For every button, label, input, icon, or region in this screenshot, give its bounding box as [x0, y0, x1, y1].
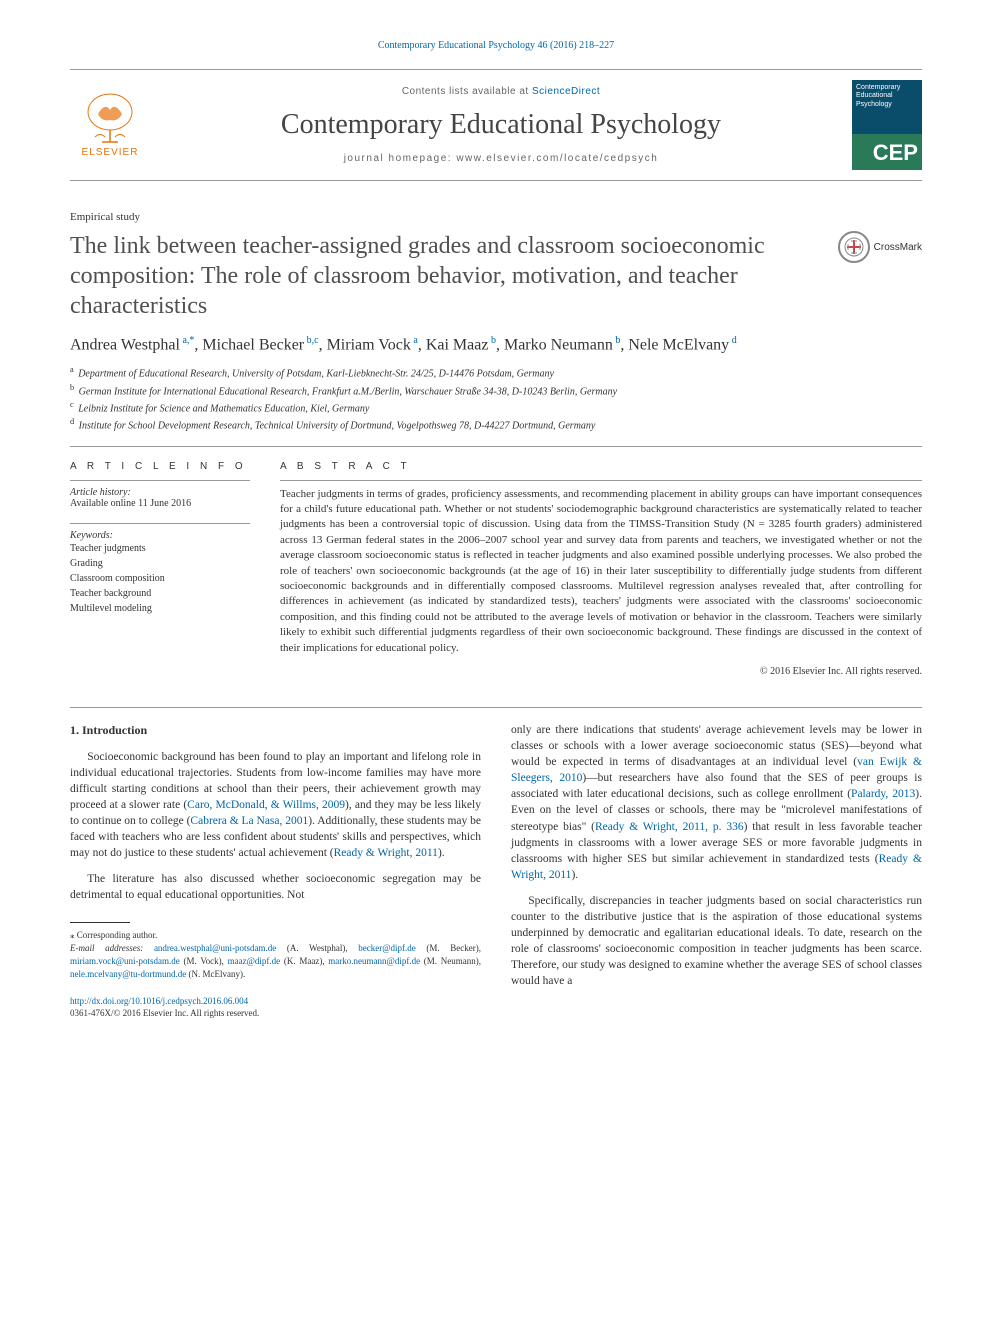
- doi-footer: http://dx.doi.org/10.1016/j.cedpsych.201…: [70, 995, 481, 1020]
- footnotes: ⁎ Corresponding author. E-mail addresses…: [70, 929, 481, 981]
- citation-link[interactable]: Ready & Wright, 2011, p. 336: [595, 821, 744, 833]
- keyword: Teacher background: [70, 586, 250, 601]
- journal-name: Contemporary Educational Psychology: [170, 109, 832, 141]
- citation-link[interactable]: Ready & Wright, 2011: [334, 847, 438, 859]
- paragraph: only are there indications that students…: [511, 722, 922, 883]
- abstract-text: Teacher judgments in terms of grades, pr…: [280, 480, 922, 656]
- email-link[interactable]: nele.mcelvany@tu-dortmund.de: [70, 969, 186, 979]
- journal-homepage: journal homepage: www.elsevier.com/locat…: [170, 153, 832, 164]
- abstract-copyright: © 2016 Elsevier Inc. All rights reserved…: [280, 666, 922, 677]
- elsevier-logo: ELSEVIER: [70, 85, 150, 165]
- citation-link[interactable]: Caro, McDonald, & Willms, 2009: [187, 799, 345, 811]
- paragraph: The literature has also discussed whethe…: [70, 871, 481, 903]
- article-info-heading: A R T I C L E I N F O: [70, 461, 250, 472]
- divider: [70, 446, 922, 447]
- affiliation: c Leibniz Institute for Science and Math…: [70, 399, 922, 416]
- footnote-separator: [70, 922, 130, 923]
- affiliation: d Institute for School Development Resea…: [70, 416, 922, 433]
- abstract-heading: A B S T R A C T: [280, 461, 922, 472]
- corresponding-author: ⁎ Corresponding author.: [70, 929, 481, 942]
- affiliation: b German Institute for International Edu…: [70, 382, 922, 399]
- right-column: only are there indications that students…: [511, 722, 922, 1020]
- keyword: Teacher judgments: [70, 541, 250, 556]
- crossmark-label: CrossMark: [874, 242, 922, 253]
- keyword: Grading: [70, 556, 250, 571]
- affiliations: a Department of Educational Research, Un…: [70, 364, 922, 433]
- contents-available: Contents lists available at ScienceDirec…: [170, 86, 832, 97]
- abstract: A B S T R A C T Teacher judgments in ter…: [280, 461, 922, 677]
- keywords-list: Teacher judgmentsGradingClassroom compos…: [70, 541, 250, 616]
- authors-list: Andrea Westphal a,*, Michael Becker b,c,…: [70, 335, 922, 354]
- issn-copyright: 0361-476X/© 2016 Elsevier Inc. All right…: [70, 1008, 259, 1018]
- article-info-sidebar: A R T I C L E I N F O Article history: A…: [70, 461, 250, 677]
- keyword: Multilevel modeling: [70, 601, 250, 616]
- divider: [70, 707, 922, 708]
- left-column: 1. Introduction Socioeconomic background…: [70, 722, 481, 1020]
- elsevier-tree-icon: [80, 92, 140, 147]
- keyword: Classroom composition: [70, 571, 250, 586]
- paragraph: Socioeconomic background has been found …: [70, 749, 481, 862]
- email-link[interactable]: becker@dipf.de: [358, 943, 416, 953]
- section-heading: 1. Introduction: [70, 722, 481, 739]
- body-text: 1. Introduction Socioeconomic background…: [70, 722, 922, 1020]
- crossmark-badge[interactable]: CrossMark: [838, 231, 922, 263]
- email-link[interactable]: maaz@dipf.de: [228, 956, 281, 966]
- citation-link[interactable]: Palardy, 2013: [851, 788, 915, 800]
- article-type: Empirical study: [70, 211, 922, 223]
- crossmark-icon: [844, 237, 864, 257]
- affiliation: a Department of Educational Research, Un…: [70, 364, 922, 381]
- elsevier-brand-text: ELSEVIER: [82, 147, 139, 158]
- email-link[interactable]: andrea.westphal@uni-potsdam.de: [154, 943, 276, 953]
- article-title: The link between teacher-assigned grades…: [70, 231, 818, 321]
- article-history-label: Article history:: [70, 487, 250, 498]
- article-history-text: Available online 11 June 2016: [70, 498, 250, 509]
- keywords-label: Keywords:: [70, 530, 250, 541]
- email-link[interactable]: miriam.vock@uni-potsdam.de: [70, 956, 180, 966]
- sciencedirect-link[interactable]: ScienceDirect: [532, 86, 600, 97]
- email-addresses: E-mail addresses: andrea.westphal@uni-po…: [70, 942, 481, 981]
- email-link[interactable]: marko.neumann@dipf.de: [328, 956, 420, 966]
- doi-link[interactable]: http://dx.doi.org/10.1016/j.cedpsych.201…: [70, 996, 248, 1006]
- citation-header: Contemporary Educational Psychology 46 (…: [70, 40, 922, 51]
- citation-link[interactable]: Cabrera & La Nasa, 2001: [190, 815, 308, 827]
- masthead: ELSEVIER Contents lists available at Sci…: [70, 69, 922, 181]
- journal-cover-thumbnail: Contemporary Educational Psychology CEP: [852, 80, 922, 170]
- paragraph: Specifically, discrepancies in teacher j…: [511, 893, 922, 990]
